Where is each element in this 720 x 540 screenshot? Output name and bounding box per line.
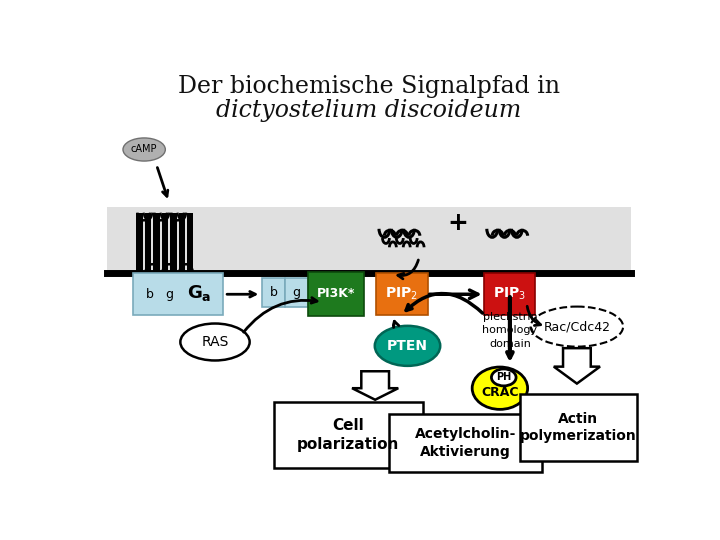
Text: PI3K*: PI3K*	[317, 287, 355, 300]
Ellipse shape	[472, 367, 528, 409]
Bar	[179, 213, 185, 271]
Ellipse shape	[123, 138, 166, 161]
FancyBboxPatch shape	[484, 273, 535, 315]
Text: Der biochemische Signalpfad in: Der biochemische Signalpfad in	[178, 75, 560, 98]
Ellipse shape	[531, 307, 623, 347]
FancyBboxPatch shape	[376, 273, 428, 315]
Polygon shape	[352, 372, 398, 400]
Text: Actin
polymerization: Actin polymerization	[520, 412, 636, 443]
FancyBboxPatch shape	[389, 414, 542, 472]
Text: +: +	[447, 211, 468, 235]
Bar	[187, 213, 194, 271]
Text: Rac/Cdc42: Rac/Cdc42	[544, 320, 611, 333]
Text: g: g	[165, 288, 173, 301]
Text: g: g	[292, 286, 301, 299]
Text: PIP$_3$: PIP$_3$	[492, 286, 526, 302]
Bar	[171, 213, 176, 271]
Ellipse shape	[180, 323, 250, 361]
FancyBboxPatch shape	[274, 402, 423, 468]
Ellipse shape	[492, 369, 516, 386]
Text: b: b	[145, 288, 153, 301]
Text: PTEN: PTEN	[387, 339, 428, 353]
Text: PH: PH	[496, 373, 511, 382]
Text: dictyostelium discoideum: dictyostelium discoideum	[217, 99, 521, 123]
Text: Acetylcholin-
Aktivierung: Acetylcholin- Aktivierung	[415, 427, 516, 458]
Text: CRAC: CRAC	[481, 386, 518, 399]
FancyBboxPatch shape	[520, 394, 637, 461]
Bar	[107, 207, 631, 276]
Bar	[137, 213, 143, 271]
Text: b: b	[269, 286, 277, 299]
Text: pleckstrin
homology
domain: pleckstrin homology domain	[482, 312, 537, 349]
FancyBboxPatch shape	[285, 278, 308, 307]
Polygon shape	[554, 348, 600, 383]
Text: PIP$_2$: PIP$_2$	[385, 286, 418, 302]
FancyBboxPatch shape	[308, 272, 364, 316]
Text: $\mathbf{G_a}$: $\mathbf{G_a}$	[187, 283, 212, 303]
Ellipse shape	[375, 326, 440, 366]
FancyBboxPatch shape	[262, 278, 285, 307]
FancyBboxPatch shape	[133, 273, 223, 315]
Bar	[162, 213, 168, 271]
Text: cAMP: cAMP	[131, 145, 158, 154]
Bar	[153, 213, 160, 271]
Text: Cell
polarization: Cell polarization	[297, 418, 400, 452]
Text: RAS: RAS	[202, 335, 229, 349]
Bar	[145, 213, 151, 271]
